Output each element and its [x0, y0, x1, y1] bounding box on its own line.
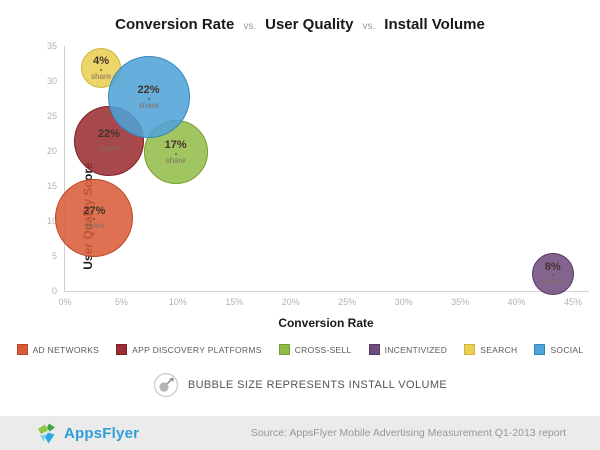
y-tick-label: 20 [46, 146, 57, 156]
bubble-size-note: BUBBLE SIZE REPRESENTS INSTALL VOLUME [0, 372, 600, 398]
bubble-share-word: share [542, 277, 563, 287]
bubble-size-icon [153, 373, 178, 397]
y-tick-label: 35 [46, 41, 57, 51]
bubble-center-dot [93, 218, 96, 221]
title-vs-1: vs. [243, 21, 257, 32]
legend-item-cross-sell: CROSS-SELL [278, 344, 352, 355]
legend-swatch [534, 344, 546, 355]
bubble-share-word: share [91, 72, 112, 82]
legend-label: SOCIAL [550, 344, 584, 355]
x-tick-label: 15% [225, 297, 244, 307]
x-tick-label: 35% [451, 297, 470, 307]
bubble-share-pct: 17% [164, 139, 187, 152]
legend: AD NETWORKS APP DISCOVERY PLATFORMS CROSS-… [0, 344, 600, 355]
bubble-ad-networks: 27% share [55, 178, 134, 257]
footer: AppsFlyer Source: AppsFlyer Mobile Adver… [0, 416, 600, 450]
legend-swatch [116, 344, 128, 355]
y-tick-label: 10 [46, 216, 57, 226]
bubble-share-word: share [138, 100, 159, 110]
legend-item-incentivized: INCENTIVIZED [368, 344, 448, 355]
y-tick-label: 5 [51, 251, 57, 261]
source-text: Source: AppsFlyer Mobile Advertising Mea… [250, 427, 566, 439]
appsflyer-logo: AppsFlyer [36, 421, 139, 445]
x-tick-label: 45% [563, 297, 583, 307]
plot-area: User Quality Score 051015202530350%5%10%… [47, 41, 589, 307]
bubble-center-dot [174, 153, 177, 156]
bubble-incentivized: 8% share [531, 252, 574, 295]
x-tick-label: 0% [58, 297, 72, 307]
legend-label: AD NETWORKS [32, 344, 100, 355]
bubble-share-pct: 8% [544, 260, 561, 273]
legend-swatch [278, 344, 290, 355]
bubble-size-note-text: BUBBLE SIZE REPRESENTS INSTALL VOLUME [187, 379, 448, 391]
legend-label: INCENTIVIZED [384, 344, 448, 355]
x-tick-label: 5% [114, 297, 128, 307]
title-vs-2: vs. [362, 21, 376, 32]
legend-swatch [368, 344, 380, 355]
bubble-center-dot [551, 274, 554, 277]
bubble-share-word: share [99, 144, 120, 154]
bubble-share-pct: 22% [98, 127, 121, 140]
y-tick-label: 25 [46, 111, 57, 121]
legend-item-social: SOCIAL [534, 344, 583, 355]
bubble-share-pct: 4% [93, 55, 110, 68]
bubble-center-dot [147, 97, 150, 100]
bubble-share-word: share [165, 156, 186, 166]
legend-swatch [16, 344, 28, 355]
appsflyer-logo-text: AppsFlyer [64, 424, 140, 442]
title-part-user-quality: User Quality [265, 16, 354, 33]
legend-item-search: SEARCH [464, 344, 517, 355]
legend-item-app-discovery-platforms: APP DISCOVERY PLATFORMS [116, 344, 262, 355]
x-tick-label: 30% [394, 297, 413, 307]
bubble-social: 22% share [107, 56, 190, 139]
title-part-conversion-rate: Conversion Rate [115, 16, 235, 33]
y-tick-label: 15 [46, 181, 57, 191]
y-tick-label: 0 [51, 286, 57, 296]
legend-item-ad-networks: AD NETWORKS [16, 344, 100, 355]
bubble-center-dot [100, 69, 103, 72]
bubble-share-word: share [84, 221, 105, 231]
bubble-center-dot [108, 141, 111, 144]
appsflyer-logo-icon [38, 423, 55, 444]
x-tick-label: 10% [168, 297, 187, 307]
title-part-install-volume: Install Volume [384, 16, 485, 33]
bubble-share-pct: 22% [137, 84, 160, 97]
y-tick-label: 30 [46, 76, 57, 86]
x-tick-label: 20% [281, 297, 300, 307]
x-axis-label: Conversion Rate [278, 316, 374, 330]
legend-label: CROSS-SELL [294, 344, 352, 355]
chart-title: Conversion Rate vs. User Quality vs. Ins… [0, 16, 600, 33]
x-tick-label: 40% [507, 297, 526, 307]
legend-swatch [464, 344, 476, 355]
x-tick-label: 25% [338, 297, 357, 307]
legend-label: SEARCH [480, 344, 518, 355]
legend-label: APP DISCOVERY PLATFORMS [132, 344, 262, 355]
bubble-share-pct: 27% [83, 204, 106, 217]
